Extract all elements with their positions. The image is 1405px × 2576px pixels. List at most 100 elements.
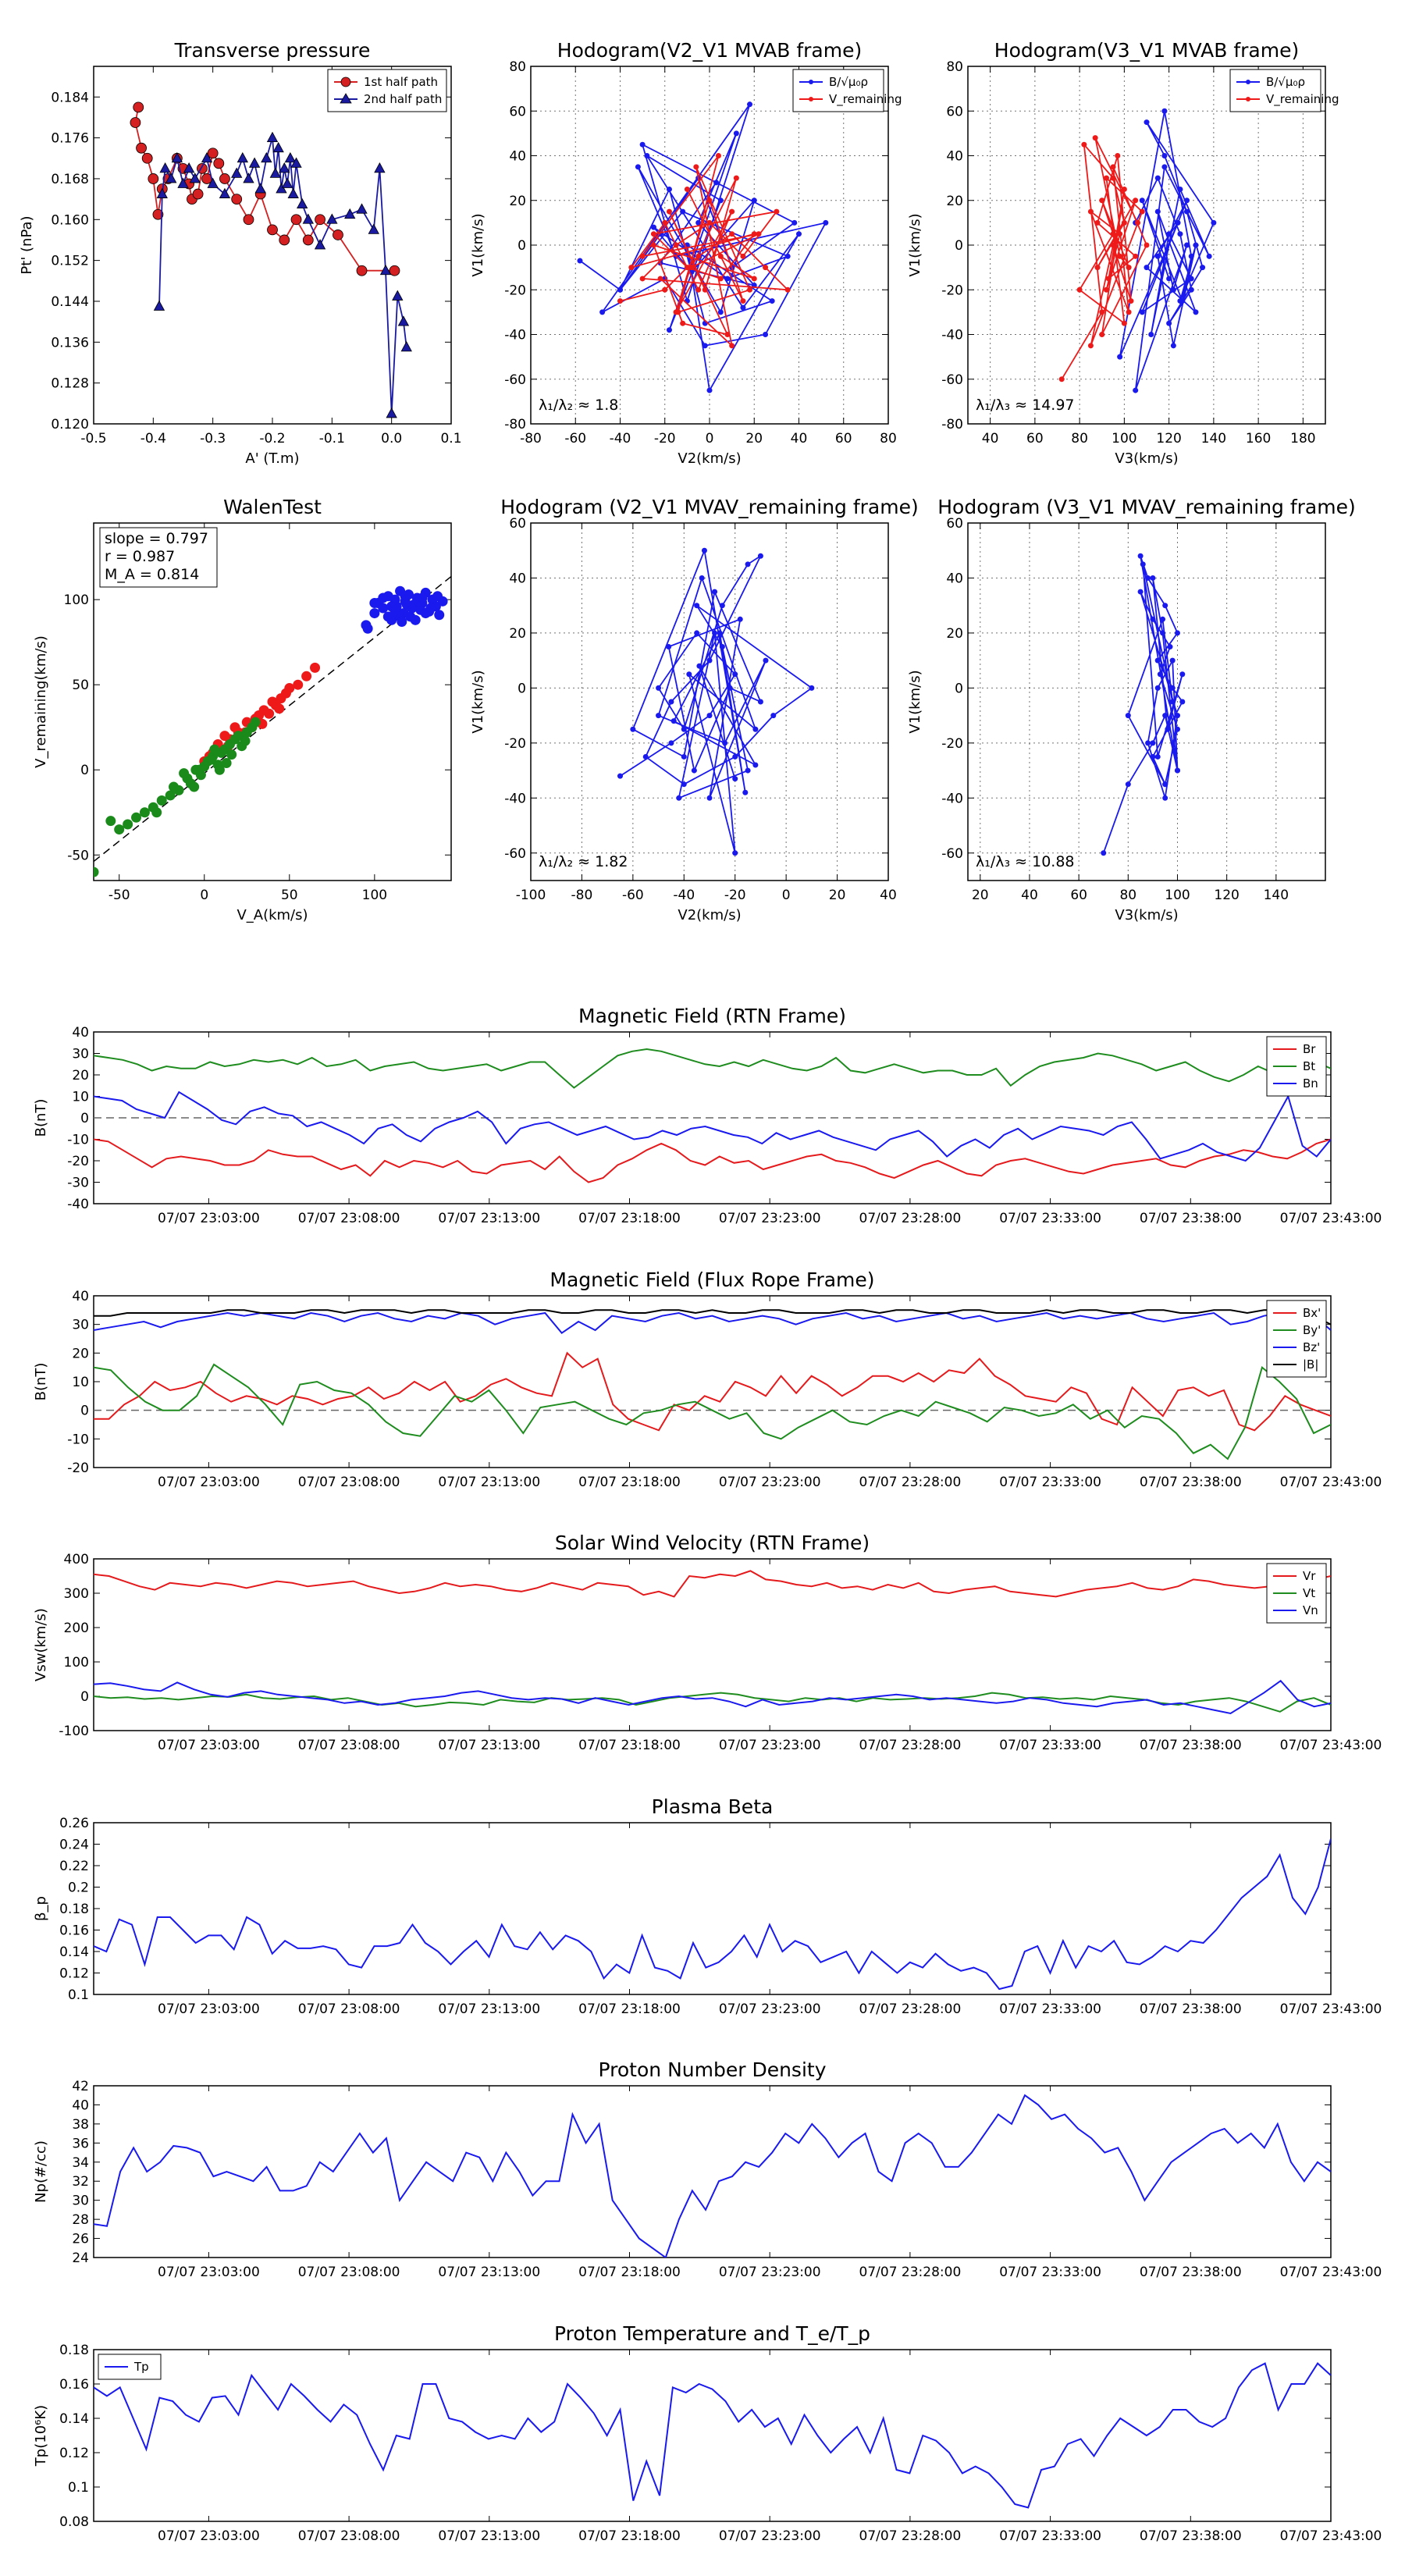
y-tick-label: 0.136 [51,335,89,350]
legend-label: Bz' [1303,1340,1320,1354]
x-tick-label: 60 [1026,431,1044,447]
series-line-bz [94,1311,1331,1335]
x-tick-label: -60 [564,431,586,447]
plot-area [617,547,815,856]
data-marker [639,141,646,148]
data-marker [752,762,759,768]
x-tick-label: 120 [1214,888,1239,903]
y-tick-label: 20 [509,194,526,209]
y-tick-label: -20 [504,736,526,752]
scatter-point [194,764,205,775]
data-marker [747,101,753,108]
y-tick-label: 20 [509,626,526,642]
data-marker [1137,589,1144,595]
legend-label: Vr [1303,1569,1316,1583]
data-marker [666,644,672,650]
data-marker [1184,208,1190,215]
y-tick-label: -60 [504,846,526,862]
x-tick-label: 07/07 23:03:00 [158,1738,260,1753]
x-tick-label: -0.5 [80,431,106,447]
data-marker [809,685,815,691]
data-marker [1126,309,1132,315]
plot-area [1101,553,1186,856]
x-tick-label: 07/07 23:33:00 [999,2001,1101,2017]
data-marker [713,180,720,186]
y-tick-label: -40 [504,791,526,806]
data-marker [1184,197,1190,204]
data-marker [1166,276,1172,282]
y-tick-label: 400 [64,1552,89,1567]
y-tick-label: 0.144 [51,294,89,310]
chart-hodo3: -60 -40 -20 0 20 40 60 -100 -80 -60 -40 -20 0 20 40 Hod… [470,496,919,923]
data-marker [1167,644,1173,650]
series-line-beta [94,1838,1331,1991]
data-marker [1161,108,1168,114]
x-tick-label: 80 [1119,888,1136,903]
data-marker [712,630,718,636]
eigen-ratio: λ₁/λ₂ ≈ 1.82 [539,853,628,870]
plot-area [577,101,829,393]
y-tick-label: 40 [72,1289,89,1304]
data-marker [1103,286,1109,293]
y-tick-label: 30 [72,1047,89,1062]
y-tick-label: 26 [72,2232,89,2247]
chart-tp_t: 0.08 0.1 0.12 0.14 0.16 0.18 07/07 23:03:00 07/… [33,2322,1382,2544]
data-marker [724,332,731,337]
data-marker [1058,376,1065,382]
data-marker [1154,753,1161,760]
chart-tp: 0.120 0.128 0.136 0.144 0.152 0.160 0.168 0.176… [19,39,462,467]
x-tick-label: 07/07 23:13:00 [438,2528,540,2544]
y-tick-label: 20 [72,1068,89,1083]
data-marker [1160,616,1166,622]
data-marker [1174,630,1180,636]
data-marker [784,286,791,293]
data-marker [1117,354,1123,360]
x-tick-label: 07/07 23:28:00 [859,1211,962,1226]
series-line-by [94,1363,1331,1461]
x-tick-label: 80 [880,431,897,447]
data-marker [617,286,623,293]
legend-marker [809,97,813,101]
data-marker [1175,219,1181,226]
scatter-point [401,600,412,610]
data-marker [693,164,699,170]
y-tick-label: 0.14 [59,2411,89,2427]
data-marker [1206,253,1212,259]
y-tick-label: -20 [504,283,526,298]
x-tick-label: 07/07 23:03:00 [158,2001,260,2017]
y-tick-label: 40 [509,149,526,165]
data-marker [577,258,583,264]
data-marker [1144,265,1150,271]
x-tick-label: 07/07 23:18:00 [578,2001,681,2017]
data-marker [740,253,746,259]
x-tick-label: 07/07 23:23:00 [719,1211,821,1226]
data-marker [751,197,757,204]
x-tick-label: 07/07 23:33:00 [999,2528,1101,2544]
chart-beta: 0.1 0.12 0.14 0.16 0.18 0.2 0.22 0.24 0.26 07/07 … [33,1795,1382,2017]
data-marker [1169,685,1176,691]
chart-mag_rtn: -40 -30 -20 -10 0 10 20 30 40 07/07 23:03:00 07/07… [33,1005,1382,1226]
data-marker [231,194,243,205]
x-tick-label: 07/07 23:18:00 [578,1475,681,1490]
x-tick-label: 160 [1246,431,1271,447]
data-marker [639,253,646,259]
y-tick-label: 40 [946,571,963,586]
data-marker [243,214,254,226]
legend-marker [1246,97,1250,101]
data-marker [676,795,682,801]
data-marker [681,781,687,788]
chart-title: Proton Number Density [599,2058,827,2081]
y-axis-label: V1(km/s) [907,670,923,733]
x-tick-label: 07/07 23:28:00 [859,1475,962,1490]
data-marker [1157,671,1163,678]
data-marker [696,663,702,669]
data-marker [1145,740,1151,746]
x-tick-label: -0.1 [319,431,345,447]
chart-mag_fr: -20 -10 0 10 20 30 40 07/07 23:03:00 07/07 23:08… [33,1268,1382,1490]
data-marker [724,276,731,282]
scatter-point [221,758,232,769]
scatter-point [362,623,373,634]
data-marker [177,177,189,188]
y-tick-label: -20 [67,1461,89,1476]
plot-area [94,2362,1331,2509]
